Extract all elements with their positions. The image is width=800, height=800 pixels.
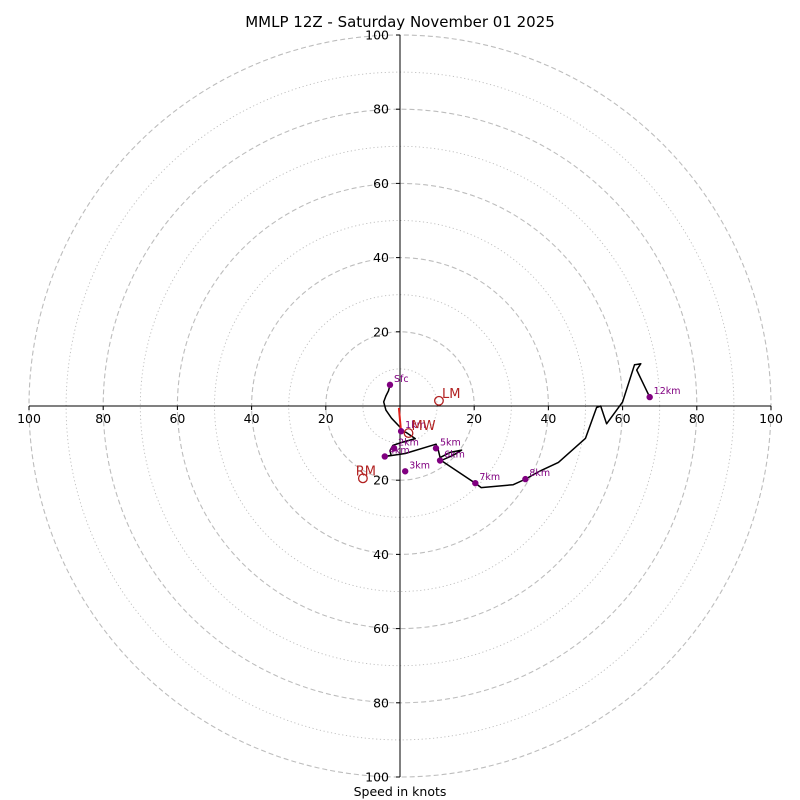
height-marker-label: 1km xyxy=(405,420,426,431)
storm-motion-label: RM xyxy=(356,464,376,479)
x-tick-label: 80 xyxy=(689,411,705,426)
height-marker-dot xyxy=(436,457,444,464)
height-marker-label: Sfc xyxy=(394,374,409,385)
x-tick-label: 100 xyxy=(17,411,41,426)
x-tick-label: 60 xyxy=(169,411,185,426)
storm-motion-label: MW xyxy=(412,419,436,434)
height-marker-label: 5km xyxy=(440,437,461,448)
x-tick-label: 60 xyxy=(615,411,631,426)
y-tick-label: 40 xyxy=(373,250,389,265)
height-markers: Sfc 1km 2km 3km 4km 5km 6km 7km 8km 12km xyxy=(381,374,681,487)
y-tick-label: 20 xyxy=(373,324,389,339)
storm-motion-circle xyxy=(357,473,368,484)
height-marker-dot xyxy=(522,475,529,483)
height-marker-label: 12km xyxy=(654,386,681,397)
height-marker-dot xyxy=(390,445,398,452)
height-marker-label: 7km xyxy=(479,472,500,483)
storm-motion-markers: LM RM MW xyxy=(356,387,460,484)
y-tick-label: 60 xyxy=(373,621,389,636)
height-marker-dot xyxy=(401,468,409,475)
y-tick-label: 40 xyxy=(373,547,389,562)
storm-motion-circle xyxy=(403,428,414,439)
storm-motion-circle xyxy=(434,395,444,406)
height-marker-label: 4km xyxy=(389,445,410,456)
height-marker-dot xyxy=(432,445,440,452)
height-marker-label: 8km xyxy=(529,468,550,479)
height-marker-label: 6km xyxy=(444,450,465,461)
x-tick-label: 80 xyxy=(95,411,111,426)
tick-labels: 100 100 80 80 60 60 40 40 20 20 20 20 40 40 60 60 80 80 10… xyxy=(17,28,783,785)
height-marker-dot xyxy=(472,479,479,487)
height-marker-dot xyxy=(397,428,405,435)
x-tick-label: 40 xyxy=(244,411,260,426)
x-tick-label: 40 xyxy=(540,411,556,426)
height-marker-label: 2km xyxy=(398,437,419,448)
y-tick-label: 100 xyxy=(365,28,389,43)
height-marker-dot xyxy=(646,393,653,401)
height-marker-dot xyxy=(386,381,394,389)
y-tick-label: 20 xyxy=(373,473,389,488)
x-tick-label: 20 xyxy=(466,411,482,426)
y-tick-label: 60 xyxy=(373,176,389,191)
axes xyxy=(28,34,772,778)
y-tick-label: 100 xyxy=(365,770,389,785)
x-tick-label: 100 xyxy=(759,411,783,426)
y-tick-label: 80 xyxy=(373,695,389,710)
height-marker-label: 3km xyxy=(409,460,430,471)
storm-motion-label: LM xyxy=(442,387,460,402)
y-tick-label: 80 xyxy=(373,102,389,117)
chart-title: MMLP 12Z - Saturday November 01 2025 xyxy=(245,13,555,31)
height-marker-dot xyxy=(381,453,388,460)
x-axis-label: Speed in knots xyxy=(354,784,447,799)
x-tick-label: 20 xyxy=(318,411,334,426)
